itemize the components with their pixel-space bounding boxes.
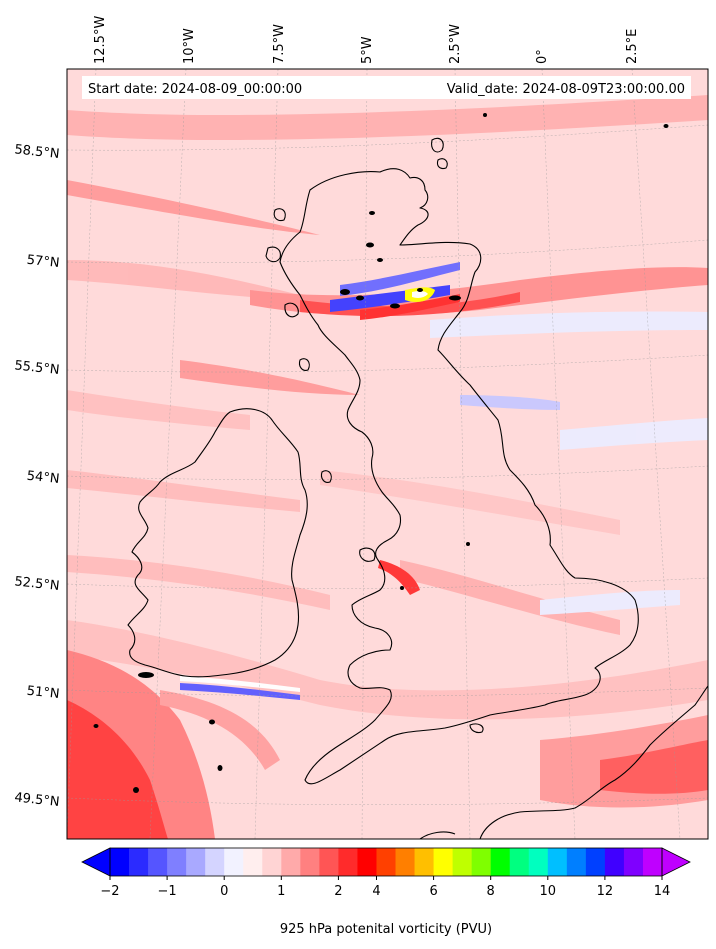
colorbar-swatch <box>433 848 454 876</box>
lon-label-7-5w: 7.5°W <box>272 24 287 64</box>
colorbar-tick-label: −1 <box>158 884 177 899</box>
colorbar-swatch <box>357 848 377 876</box>
colorbar-tick-label: −2 <box>100 884 119 899</box>
colorbar-swatch <box>110 848 130 876</box>
colorbar-min-extension <box>81 847 111 877</box>
header: Start date: 2024-08-09_00:00:00 Valid_da… <box>82 76 691 99</box>
colorbar-swatch <box>414 848 435 876</box>
colorbar-tick-label: 2 <box>334 884 342 899</box>
colorbar-swatch <box>243 848 263 876</box>
map-panel <box>67 69 708 839</box>
colorbar-tick-label: 6 <box>429 884 437 899</box>
start-date-label: Start date: 2024-08-09_00:00:00 <box>88 82 302 97</box>
ireland-coastline <box>127 408 308 678</box>
colorbar-swatch <box>205 848 225 876</box>
lat-label-49-5n: 49.5°N <box>14 790 60 810</box>
colorbar-swatch <box>167 848 187 876</box>
lon-label-12-5w: 12.5°W <box>93 16 108 64</box>
colorbar-swatch <box>186 848 206 876</box>
lat-label-51n: 51°N <box>26 684 60 702</box>
coastlines <box>127 137 708 839</box>
great-britain-coastline <box>279 168 639 785</box>
colorbar-swatch <box>585 848 606 876</box>
colorbar-swatch <box>452 848 473 876</box>
colorbar-swatch <box>623 848 644 876</box>
colorbar-tick-label: 0 <box>220 884 228 899</box>
colorbar-swatch <box>129 848 149 876</box>
colorbar-swatch <box>262 848 282 876</box>
lon-label-10w: 10°W <box>182 28 197 64</box>
colorbar-swatch <box>547 848 568 876</box>
pv-shading <box>67 95 708 839</box>
colorbar: −2 −1 0 1 2 4 6 8 10 12 14 925 hPa potenital vorti… <box>81 847 691 937</box>
colorbar-tick-label: 10 <box>540 884 557 899</box>
map-frame <box>66 68 709 840</box>
colorbar-tick-label: 12 <box>597 884 614 899</box>
colorbar-swatch <box>471 848 492 876</box>
lon-label-2-5w: 2.5°W <box>448 24 463 64</box>
colorbar-ticks: −2 −1 0 1 2 4 6 8 10 12 14 <box>100 876 670 899</box>
longitude-labels: 12.5°W 10°W 7.5°W 5°W 2.5°W 0° 2.5°E <box>93 16 640 64</box>
colorbar-max-extension <box>661 847 691 877</box>
pv-maxima <box>93 113 669 793</box>
colorbar-swatch <box>490 848 511 876</box>
colorbar-swatch <box>395 848 416 876</box>
lon-label-2-5e: 2.5°E <box>625 29 640 64</box>
colorbar-swatch <box>528 848 549 876</box>
colorbar-swatch <box>376 848 397 876</box>
colorbar-swatch <box>604 848 625 876</box>
valid-date-label: Valid_date: 2024-08-09T23:00:00.00 <box>447 82 685 97</box>
colorbar-tick-label: 14 <box>654 884 671 899</box>
colorbar-swatch <box>148 848 168 876</box>
colorbar-swatch <box>319 848 339 876</box>
lat-label-57n: 57°N <box>26 253 60 271</box>
colorbar-swatch <box>642 848 663 876</box>
colorbar-swatches <box>110 848 663 876</box>
lon-label-5w: 5°W <box>360 36 375 64</box>
lon-label-0: 0° <box>535 49 550 64</box>
france-coastline <box>479 685 708 839</box>
colorbar-swatch <box>338 848 358 876</box>
colorbar-swatch <box>509 848 530 876</box>
colorbar-frame <box>109 847 663 877</box>
colorbar-tick-label: 4 <box>372 884 380 899</box>
latitude-labels: 58.5°N 57°N 55.5°N 54°N 52.5°N 51°N 49.5… <box>14 142 60 810</box>
colorbar-label: 925 hPa potenital vorticity (PVU) <box>280 922 492 937</box>
lat-label-54n: 54°N <box>26 469 60 487</box>
lat-label-55-5n: 55.5°N <box>14 358 60 378</box>
lat-label-52-5n: 52.5°N <box>14 574 60 594</box>
colorbar-swatch <box>566 848 587 876</box>
colorbar-tick-label: 8 <box>487 884 495 899</box>
colorbar-swatch <box>281 848 301 876</box>
colorbar-tick-label: 1 <box>277 884 285 899</box>
colorbar-swatch <box>224 848 244 876</box>
colorbar-swatch <box>300 848 320 876</box>
graticule <box>67 69 708 839</box>
lat-label-58-5n: 58.5°N <box>14 142 60 162</box>
